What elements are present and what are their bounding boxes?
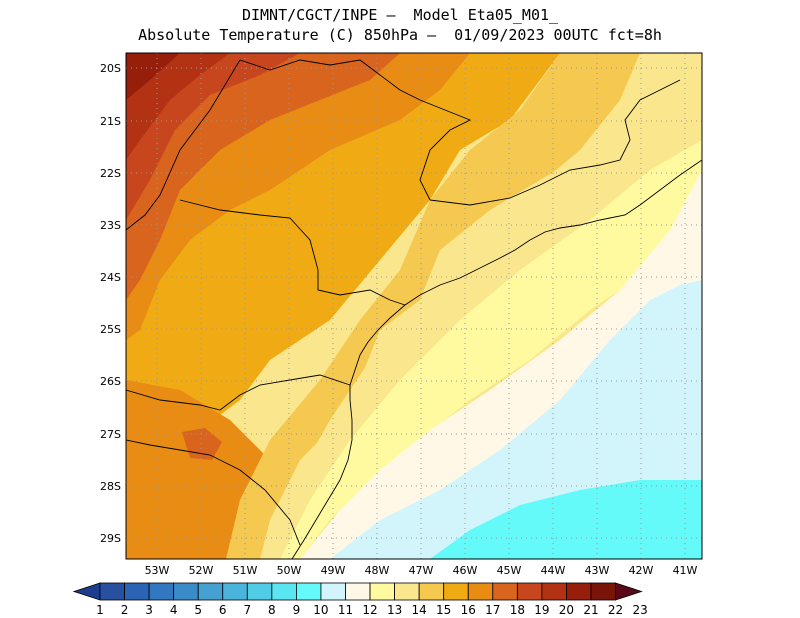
colorbar-label: 18	[510, 603, 525, 617]
border-mg-rj	[429, 79, 681, 206]
map-frame	[125, 52, 703, 560]
colorbar-swatch	[271, 582, 297, 601]
colorbar: 1 2 3 4 5 6 7 8 9 10 11 12 13 14 15 16 17 18 19 20 21 22 23	[72, 582, 648, 617]
colorbar-label: 2	[121, 603, 129, 617]
lat-lon-grid	[126, 53, 702, 559]
colorbar-swatch	[443, 582, 469, 601]
colorbar-label: 14	[412, 603, 427, 617]
lat-label: 25S	[100, 323, 121, 336]
colorbar-label: 4	[170, 603, 178, 617]
latitude-labels: 20S 21S 22S 23S 24S 25S 26S 27S 28S 29S	[100, 62, 121, 545]
colorbar-label: 23	[632, 603, 647, 617]
border-mg-sp	[239, 59, 472, 201]
colorbar-label: 11	[338, 603, 353, 617]
lon-label: 42W	[629, 564, 654, 577]
colorbar-swatch	[222, 582, 248, 601]
map-title-line2: Absolute Temperature (C) 850hPa – 01/09/…	[138, 26, 662, 44]
colorbar-swatch	[541, 582, 567, 601]
lon-label: 51W	[233, 564, 258, 577]
colorbar-swatch	[197, 582, 224, 601]
colorbar-label: 6	[219, 603, 227, 617]
temperature-field	[126, 53, 702, 559]
lon-label: 43W	[585, 564, 610, 577]
colorbar-swatch	[516, 582, 543, 601]
colorbar-swatch	[590, 582, 616, 601]
colorbar-label: 19	[534, 603, 549, 617]
colorbar-label: 16	[461, 603, 476, 617]
lat-label: 26S	[100, 375, 121, 388]
colorbar-arrow-right	[615, 582, 643, 601]
colorbar-swatch	[492, 582, 518, 601]
colorbar-swatch	[345, 582, 371, 601]
border-pr-sc	[126, 374, 351, 411]
coastline	[291, 159, 702, 559]
colorbar-label: 7	[243, 603, 251, 617]
lon-label: 41W	[673, 564, 698, 577]
colorbar-swatch	[418, 582, 445, 601]
colorbar-label: 9	[293, 603, 301, 617]
band-t20	[126, 53, 230, 160]
lon-label: 48W	[365, 564, 390, 577]
lat-label: 29S	[100, 532, 121, 545]
lat-label: 24S	[100, 271, 121, 284]
lon-label: 44W	[541, 564, 566, 577]
lon-label: 47W	[409, 564, 434, 577]
lon-label: 50W	[277, 564, 302, 577]
colorbar-swatch	[99, 582, 125, 601]
lat-label: 21S	[100, 115, 121, 128]
lon-label: 46W	[453, 564, 478, 577]
colorbar-label: 13	[387, 603, 402, 617]
colorbar-swatch	[148, 582, 175, 601]
lon-label: 53W	[145, 564, 170, 577]
lat-label: 22S	[100, 167, 121, 180]
longitude-labels: 53W 52W 51W 50W 49W 48W 47W 46W 45W 44W …	[145, 564, 698, 577]
colorbar-arrow-left	[72, 582, 101, 601]
political-boundaries	[126, 59, 702, 559]
border-sc-rs	[126, 439, 301, 546]
colorbar-swatch	[320, 582, 346, 601]
colorbar-swatch	[295, 582, 322, 601]
colorbar-label: 21	[583, 603, 598, 617]
colorbar-label: 17	[485, 603, 500, 617]
colorbar-label: 5	[194, 603, 202, 617]
colorbar-label: 15	[436, 603, 451, 617]
colorbar-swatch	[394, 582, 420, 601]
band-t10	[430, 480, 702, 559]
lat-label: 27S	[100, 428, 121, 441]
colorbar-swatch	[124, 582, 150, 601]
colorbar-label: 20	[559, 603, 574, 617]
band-t13	[280, 140, 702, 559]
lat-label: 28S	[100, 480, 121, 493]
colorbar-label: 3	[145, 603, 153, 617]
colorbar-label: 8	[268, 603, 276, 617]
border-ms-sp	[126, 59, 241, 231]
colorbar-swatch	[369, 582, 395, 601]
colorbar-label: 12	[362, 603, 377, 617]
lat-label: 20S	[100, 62, 121, 75]
lon-label: 52W	[189, 564, 214, 577]
band-t14-coast	[265, 53, 702, 559]
band-t21	[126, 53, 180, 100]
lon-label: 49W	[321, 564, 346, 577]
colorbar-swatch	[173, 582, 199, 601]
lat-label: 23S	[100, 219, 121, 232]
colorbar-label: 1	[96, 603, 104, 617]
map-title-line1: DIMNT/CGCT/INPE – Model Eta05_M01_	[241, 6, 559, 24]
band-sw-t17	[126, 380, 270, 559]
colorbar-label: 10	[313, 603, 328, 617]
colorbar-swatch	[246, 582, 273, 601]
colorbar-label: 22	[608, 603, 623, 617]
band-t18	[126, 53, 400, 300]
border-sp-pr	[179, 199, 406, 306]
colorbar-swatch	[467, 582, 494, 601]
lon-label: 45W	[497, 564, 522, 577]
colorbar-swatch	[566, 582, 592, 601]
